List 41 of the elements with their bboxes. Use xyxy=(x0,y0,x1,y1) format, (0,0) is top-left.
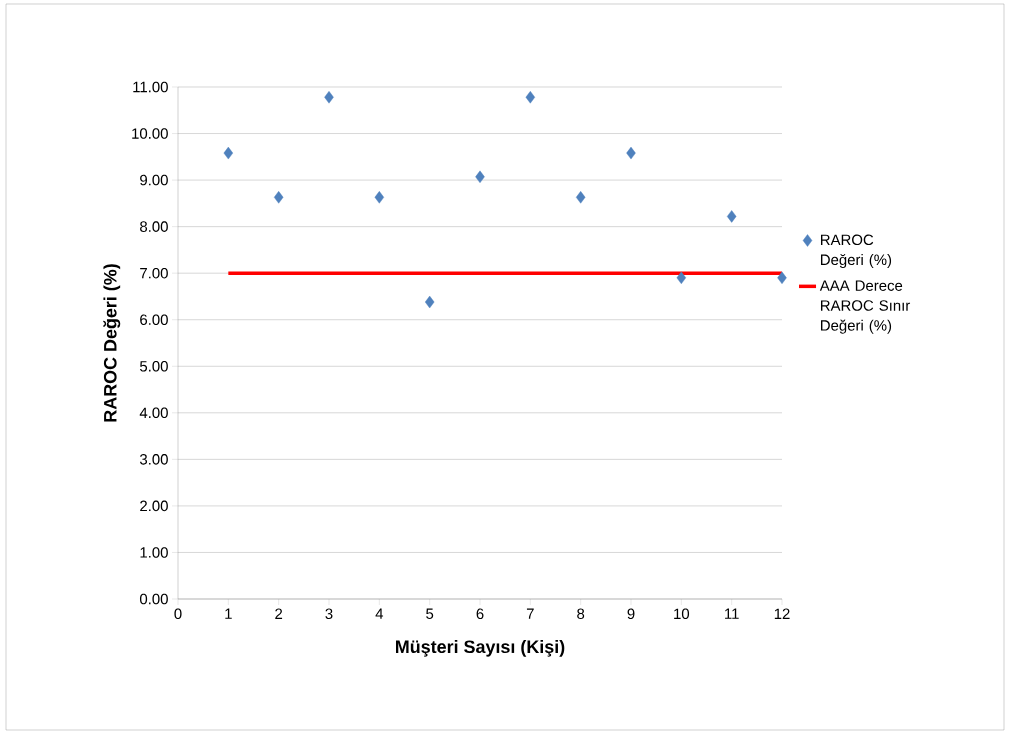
point xyxy=(676,271,687,285)
y-tick-label: 5.00 xyxy=(139,360,168,372)
x-tick-label: 4 xyxy=(375,608,384,619)
y-tick-label: 7.00 xyxy=(140,267,168,279)
point xyxy=(374,191,385,204)
x-tick-label: 0 xyxy=(174,608,182,620)
point xyxy=(575,191,586,204)
y-tick-label: 1.00 xyxy=(140,547,168,558)
y-tick-label: 2.00 xyxy=(140,500,168,512)
point xyxy=(626,146,636,160)
point xyxy=(273,191,284,204)
y-axis-title: RAROC Değeri (%) xyxy=(103,264,121,422)
y-tick-label: 4.00 xyxy=(139,407,168,419)
legend-label: AAA Derece RAROC Sınır Değeri (%) xyxy=(819,280,911,334)
point xyxy=(223,146,234,160)
point xyxy=(525,91,536,104)
x-tick-label: 1 xyxy=(225,608,232,619)
y-tick-label: 6.00 xyxy=(140,314,168,326)
y-tick-label: 11.00 xyxy=(133,81,168,93)
x-tick-label: 7 xyxy=(526,608,534,619)
point xyxy=(324,91,334,104)
x-tick-label: 10 xyxy=(674,608,690,620)
y-tick-label: 9.00 xyxy=(140,174,168,186)
y-tick-label: 8.00 xyxy=(140,221,168,232)
point xyxy=(726,210,737,223)
point xyxy=(475,170,485,184)
y-tick-label: 3.00 xyxy=(139,454,168,465)
x-tick-label: 5 xyxy=(426,608,434,619)
x-tick-label: 8 xyxy=(577,608,585,620)
x-tick-label: 6 xyxy=(476,608,484,620)
x-tick-label: 12 xyxy=(774,608,790,619)
x-tick-label: 3 xyxy=(325,608,333,620)
x-tick-label: 9 xyxy=(627,608,635,620)
x-tick-label: 11 xyxy=(725,608,739,619)
point xyxy=(424,295,435,309)
legend-label: RAROC Değeri (%) xyxy=(821,234,892,268)
x-axis-title: Müşteri Sayısı (Kişi) xyxy=(396,639,565,657)
x-tick-label: 2 xyxy=(275,608,283,619)
y-tick-label: 10.00 xyxy=(132,128,168,139)
y-tick-label: 0.00 xyxy=(139,593,168,605)
point xyxy=(777,271,787,285)
